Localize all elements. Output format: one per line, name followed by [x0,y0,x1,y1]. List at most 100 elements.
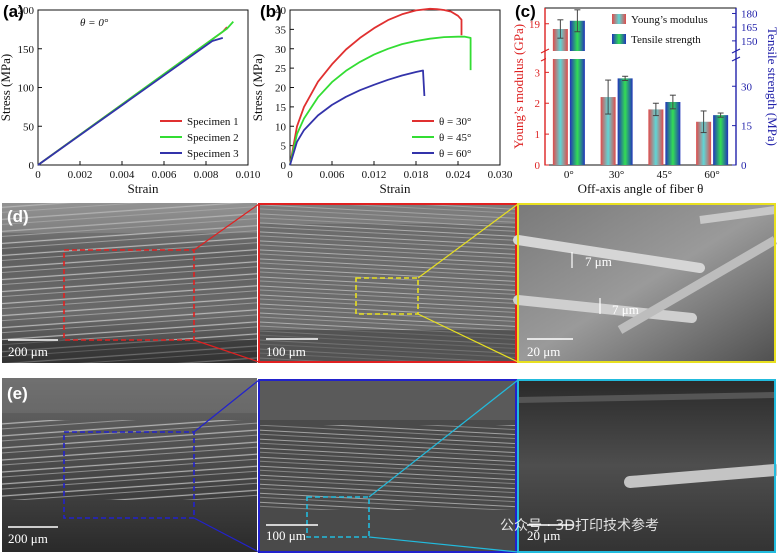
chart-b-legend-label: θ = 45° [439,132,471,144]
chart-b-series-line [289,7,463,166]
sem-image-d3 [513,203,777,363]
zoom-box-d2 [355,277,419,315]
chart-c-category-label: 60° [704,169,719,181]
chart-b-ytick-label: 25 [275,63,287,75]
chart-a-annotation: θ = 0° [80,17,109,29]
chart-c-break-gap [546,51,590,59]
chart-c-left-tick-label: 19 [529,19,541,31]
chart-c-category-label: 30° [609,169,624,181]
chart-b-xtick-label: 0.018 [404,169,429,181]
watermark-text: 公众号 · 3D打印技术参考 [500,517,659,534]
sem-image-d1 [2,203,257,363]
chart-c-ylabel-right: Tensile strength (MPa) [765,27,777,146]
chart-c-category-label: 45° [657,169,672,181]
panel-b: (b) 0 0.006 0.012 0.018 0.024 0.030 0 5 10 15 20 25… [250,2,513,196]
chart-b-ytick-label: 35 [275,24,287,36]
zoom-box-d1 [63,249,195,341]
chart-c-legend-label: Young’s modulus [631,14,708,26]
scale-label-e1: 200 μm [8,531,48,546]
chart-c-right-tick-label: 150 [741,36,758,48]
zoom-box-e1 [63,431,195,519]
chart-a-xtick-label: 0.002 [68,169,93,181]
chart-a-legend-label: Specimen 2 [187,132,239,144]
chart-c-break-left [540,48,550,54]
chart-a-xtick-label: 0.004 [110,169,135,181]
chart-a: 0 0.002 0.004 0.006 0.008 0.010 0 50 100 150 200 St… [0,5,261,196]
chart-a-xtick-label: 0.008 [194,169,219,181]
chart-c-bar-strength [665,102,681,165]
scale-label-e3: 20 μm [527,528,560,543]
sem-image-e2 [258,379,517,553]
chart-a-xtick-label: 0 [35,169,41,181]
chart-b: 0 0.006 0.012 0.018 0.024 0.030 0 5 10 15 20 25 30 35… [250,5,513,196]
chart-b-ytick-label: 10 [275,121,287,133]
chart-a-xtick-label: 0.010 [236,169,261,181]
chart-b-series-line [289,69,426,166]
chart-c-legend-label: Tensile strength [631,34,701,46]
sem-image-e3 [517,379,777,553]
scale-label-d1: 200 μm [8,344,48,359]
panel-b-label: (b) [260,2,282,21]
chart-b-ylabel: Stress (MPa) [250,54,265,122]
chart-c-bar-modulus [696,121,712,165]
scale-label-d3: 20 μm [527,344,560,359]
chart-a-ytick-label: 200 [18,5,35,17]
connector-e1-top [193,379,260,433]
chart-b-ytick-label: 20 [275,83,287,95]
chart-b-legend-label: θ = 30° [439,116,471,128]
connector-e2-bottom [368,536,519,553]
chart-c-right-tick-label: 180 [741,8,758,20]
chart-b-xtick-label: 0.006 [320,169,345,181]
chart-a-xlabel: Strain [127,181,159,196]
chart-b-ytick-label: 15 [275,102,287,114]
panel-d-label: (d) [7,207,29,226]
panel-a-label: (a) [3,2,24,21]
panel-d: (d) 200 μm 100 μm 7 μm [2,203,777,363]
panel-a: (a) 0 0.002 0.004 0.006 0.008 0.010 0 50 100 150 2… [0,2,261,196]
scale-label-d2: 100 μm [266,344,306,359]
connector-e1-bottom [193,517,260,553]
chart-a-ytick-label: 50 [23,121,35,133]
chart-c-bar-strength [617,78,633,165]
chart-b-xlabel: Strain [379,181,411,196]
chart-b-xtick-label: 0.012 [362,169,387,181]
chart-b-series-line [289,35,472,166]
chart-a-legend-label: Specimen 1 [187,116,239,128]
chart-a-ytick-label: 0 [29,160,35,172]
connector-d2-top [417,203,519,279]
chart-a-legend-label: Specimen 3 [187,148,239,160]
chart-a-ytick-label: 100 [18,83,35,95]
panel-c-label: (c) [515,2,536,21]
chart-a-ytick-label: 150 [18,44,35,56]
chart-a-xtick-label: 0.006 [152,169,177,181]
chart-b-ytick-label: 40 [275,5,287,17]
chart-c-break-right [731,48,741,54]
zoom-box-e2 [306,496,370,538]
connector-d2-bottom [417,313,519,363]
chart-c-right-tick-label: 30 [741,81,753,93]
chart-c-right-tick-label: 0 [741,160,747,172]
chart-c-ylabel-left: Young’s modulus (GPa) [511,24,526,149]
chart-b-ytick-label: 30 [275,44,287,56]
chart-c-left-tick-label: 3 [535,67,541,79]
chart-b-ytick-label: 5 [281,141,287,153]
chart-c-legend-swatch [612,14,626,24]
connector-e2-top [368,379,519,498]
chart-c-left-tick-label: 0 [535,160,541,172]
sem-image-d2 [258,203,517,363]
chart-c-category-label: 0° [564,169,574,181]
sem-image-e1 [2,378,257,552]
chart-b-xtick-label: 0.030 [488,169,513,181]
chart-b-legend-label: θ = 60° [439,148,471,160]
chart-c-bar-strength [569,20,585,165]
chart-a-series-line [37,37,224,166]
chart-b-xtick-label: 0 [287,169,293,181]
chart-b-ytick-label: 0 [281,160,287,172]
connector-d1-bottom [193,339,260,363]
dimension-label-d1: 7 μm [585,254,612,269]
chart-c-bar-modulus [600,97,616,165]
chart-c-break-right [731,56,741,62]
chart-a-ylabel: Stress (MPa) [0,54,13,122]
connector-d1-top [193,203,260,251]
